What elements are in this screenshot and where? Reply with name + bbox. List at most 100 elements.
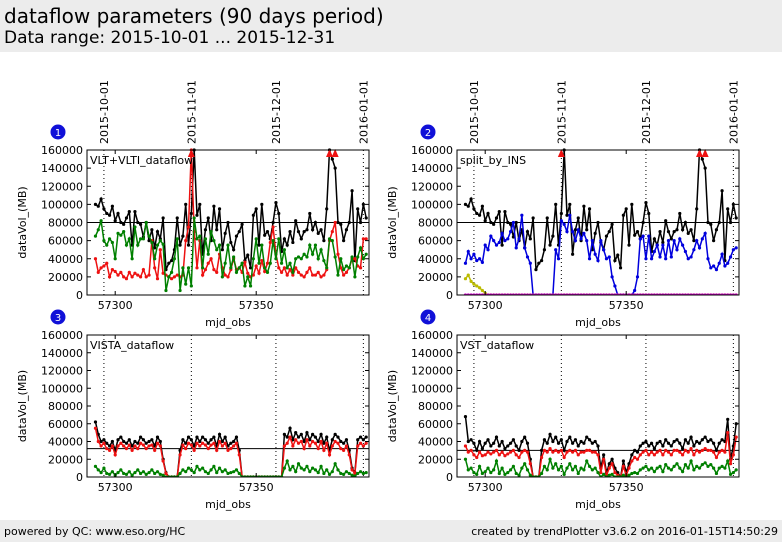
data-point — [523, 435, 527, 439]
data-point — [294, 257, 298, 261]
data-point — [607, 473, 611, 477]
data-point — [655, 441, 659, 445]
data-point — [282, 266, 286, 270]
data-point — [703, 435, 707, 439]
data-point — [706, 220, 710, 225]
data-point — [93, 464, 98, 468]
data-point — [678, 441, 682, 445]
data-point — [599, 470, 603, 475]
data-point — [189, 211, 193, 216]
data-point — [339, 222, 343, 226]
data-point — [489, 444, 493, 448]
data-point — [494, 243, 499, 247]
data-point — [257, 243, 261, 247]
data-point — [288, 468, 292, 472]
data-point — [198, 202, 202, 206]
data-point — [133, 444, 137, 448]
data-point — [731, 202, 735, 206]
data-point — [692, 453, 696, 457]
data-point — [353, 471, 357, 476]
y-tick-label: 100000 — [411, 198, 453, 211]
data-point — [322, 448, 326, 452]
data-point — [647, 468, 651, 472]
data-point — [672, 229, 676, 234]
data-point — [282, 237, 286, 241]
data-point — [734, 468, 738, 472]
data-point — [305, 270, 309, 274]
data-point — [497, 471, 501, 476]
data-point — [268, 240, 272, 245]
data-point — [726, 459, 730, 463]
data-point — [124, 472, 129, 476]
data-point — [610, 275, 614, 279]
data-point — [472, 252, 476, 256]
y-tick-label: 140000 — [41, 162, 83, 175]
data-point — [700, 438, 704, 442]
data-point — [336, 252, 340, 256]
data-point — [144, 472, 148, 476]
data-point — [308, 266, 312, 270]
data-point — [136, 447, 140, 451]
data-point — [234, 441, 239, 445]
data-point — [361, 438, 365, 442]
data-point — [153, 257, 157, 261]
data-point — [330, 229, 334, 234]
data-point — [686, 466, 690, 470]
data-point — [144, 275, 148, 279]
data-point — [167, 275, 171, 279]
data-point — [189, 438, 193, 442]
data-point — [672, 239, 676, 243]
data-point — [102, 239, 106, 243]
panel-label: VST_dataflow — [460, 339, 534, 352]
data-point — [347, 453, 351, 457]
data-point — [102, 466, 106, 470]
data-point — [480, 447, 484, 451]
data-point — [110, 444, 114, 448]
data-point — [562, 472, 566, 476]
data-point — [302, 468, 306, 472]
data-point — [277, 237, 281, 241]
data-point — [181, 443, 185, 447]
data-point — [585, 448, 589, 452]
data-point — [212, 435, 216, 439]
data-point — [119, 441, 123, 445]
data-point — [153, 246, 157, 250]
data-point — [279, 261, 284, 265]
y-tick-label: 20000 — [48, 271, 83, 284]
data-point — [579, 466, 583, 470]
data-point — [313, 273, 318, 277]
y-tick-label: 20000 — [48, 453, 83, 466]
y-tick-label: 80000 — [418, 217, 453, 230]
x-axis-label: mjd_obs — [205, 498, 251, 511]
data-point — [469, 257, 473, 261]
data-point — [265, 261, 270, 265]
data-point — [723, 264, 727, 268]
data-point — [243, 260, 247, 264]
data-point — [587, 464, 592, 468]
data-point — [492, 441, 496, 445]
data-point — [319, 248, 323, 252]
panel-number-badge — [420, 124, 436, 140]
data-point — [217, 243, 222, 247]
panel-number: 2 — [425, 128, 431, 139]
data-point — [291, 464, 295, 468]
data-point — [195, 464, 199, 468]
data-point — [232, 255, 236, 259]
data-point — [683, 448, 688, 452]
data-point — [483, 453, 487, 457]
data-point — [658, 229, 662, 234]
data-point — [666, 466, 671, 470]
data-point — [271, 220, 275, 225]
panel-number: 4 — [425, 313, 431, 324]
data-point — [285, 459, 289, 463]
data-point — [99, 470, 103, 475]
data-point — [296, 441, 301, 445]
data-point — [633, 288, 637, 293]
data-point — [548, 432, 552, 436]
data-point — [635, 471, 640, 476]
data-point — [212, 464, 216, 468]
data-point — [170, 270, 174, 274]
data-point — [697, 466, 702, 470]
data-point — [542, 248, 547, 252]
data-point — [322, 258, 326, 263]
